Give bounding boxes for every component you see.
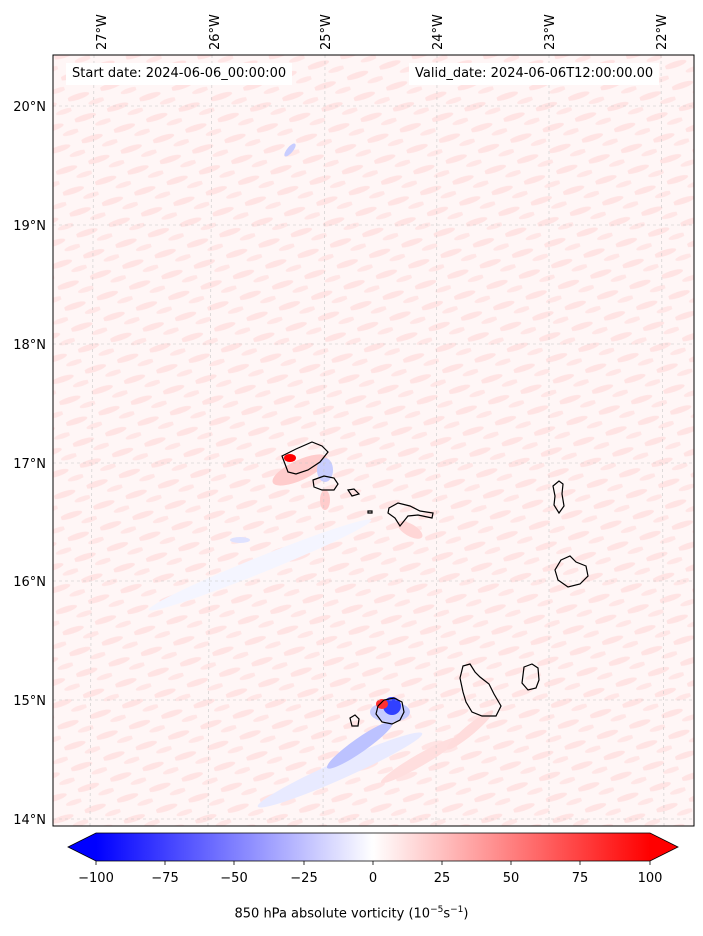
lon-tick-label: 27°W <box>95 14 110 50</box>
lon-tick-label: 23°W <box>543 14 558 50</box>
island-branco <box>367 510 373 514</box>
colorbar-label-exp1: −5 <box>430 905 444 915</box>
island-santa-luzia <box>346 488 361 497</box>
colorbar: −100 −75 −50 −25 0 25 50 75 100 <box>67 832 679 886</box>
island-santo-antao <box>281 441 329 475</box>
colorbar-extend-max <box>650 833 678 861</box>
vorticity-field <box>53 55 694 826</box>
lon-tick-label: 26°W <box>208 14 223 50</box>
colorbar-tick-label: 25 <box>434 871 451 886</box>
lat-tick-label: 17°N <box>13 457 46 472</box>
colorbar-gradient <box>96 833 650 861</box>
colorbar-label-close: ) <box>463 906 469 922</box>
colorbar-tick-label: 75 <box>572 871 589 886</box>
lon-tick-label: 22°W <box>655 14 670 50</box>
island-sal <box>552 480 565 515</box>
colorbar-tick-label: 100 <box>638 871 663 886</box>
lon-tick-label: 25°W <box>319 14 334 50</box>
island-brava <box>349 714 360 727</box>
island-boa-vista <box>554 555 589 588</box>
colorbar-label-unit: s <box>443 906 451 922</box>
island-santiago <box>459 663 502 717</box>
lat-tick-label: 15°N <box>13 694 46 709</box>
colorbar-tick-label: −25 <box>290 871 317 886</box>
island-fogo <box>375 697 405 725</box>
colorbar-tick-label: 50 <box>503 871 520 886</box>
colorbar-tick-label: −75 <box>151 871 178 886</box>
gridlines <box>53 54 694 827</box>
lat-tick-label: 16°N <box>13 575 46 590</box>
start-date-label: Start date: 2024-06-06_00:00:00 <box>66 63 293 85</box>
colorbar-tick-label: −50 <box>220 871 247 886</box>
island-maio <box>521 663 540 691</box>
island-sao-vicente <box>312 475 339 491</box>
coastlines <box>281 441 589 727</box>
colorbar-tick-label: −100 <box>78 871 114 886</box>
colorbar-label: 850 hPa absolute vorticity (10−5s−1) <box>0 905 703 921</box>
colorbar-label-text: 850 hPa absolute vorticity (10 <box>234 906 431 922</box>
colorbar-tick-label: 0 <box>369 871 377 886</box>
lat-tick-label: 18°N <box>13 338 46 353</box>
lat-tick-label: 20°N <box>13 100 46 115</box>
lat-tick-labels: 20°N 19°N 18°N 17°N 16°N 15°N 14°N <box>13 100 46 828</box>
colorbar-label-exp2: −1 <box>450 905 464 915</box>
colorbar-extend-min <box>68 833 96 861</box>
map-frame <box>52 54 695 827</box>
valid-date-label: Valid_date: 2024-06-06T12:00:00.00 <box>409 63 660 85</box>
lon-tick-labels: 27°W 26°W 25°W 24°W 23°W 22°W <box>95 14 670 50</box>
lat-tick-label: 14°N <box>13 813 46 828</box>
lon-tick-label: 24°W <box>431 14 446 50</box>
lat-tick-label: 19°N <box>13 219 46 234</box>
island-sao-nicolau <box>387 502 434 528</box>
